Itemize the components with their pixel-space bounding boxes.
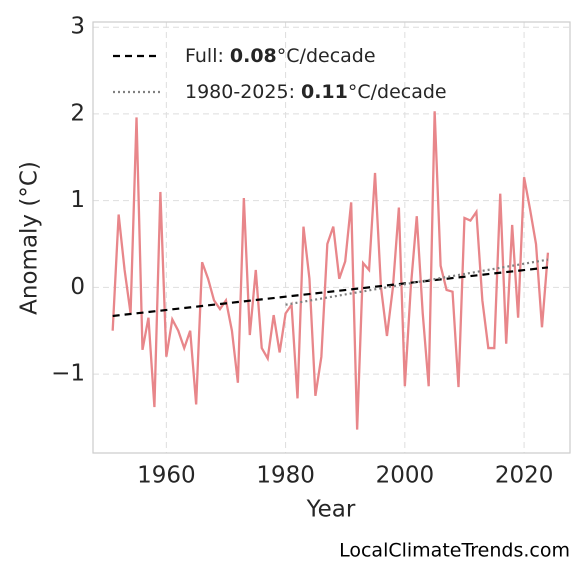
y-tick-label: 0 [70,274,85,300]
legend-name: 1980-2025: [185,81,295,103]
y-tick-label: 3 [70,14,85,40]
data-line [111,111,550,430]
trend-line [285,258,549,306]
watermark: LocalClimateTrends.com [339,540,570,562]
trend-line [112,266,549,318]
x-axis-label: Year [306,497,356,523]
legend-label: Full: 0.08°C/decade [185,45,376,67]
y-axis-label: Anomaly (°C) [17,161,43,315]
x-tick-label: 1960 [137,463,196,489]
legend-slope: 0.11 [301,81,348,103]
y-tick-label: −1 [51,361,85,387]
y-tick-label: 2 [70,100,85,126]
legend-unit: °C/decade [348,81,447,103]
legend-slope: 0.08 [230,45,277,67]
legend-unit: °C/decade [277,45,376,67]
y-tick-label: 1 [70,187,85,213]
legend-label: 1980-2025: 0.11°C/decade [185,81,447,103]
plot-frame [92,21,571,454]
x-tick-label: 2020 [495,463,554,489]
x-tick-label: 1980 [256,463,315,489]
x-tick-label: 2000 [376,463,435,489]
legend-name: Full: [185,45,224,67]
